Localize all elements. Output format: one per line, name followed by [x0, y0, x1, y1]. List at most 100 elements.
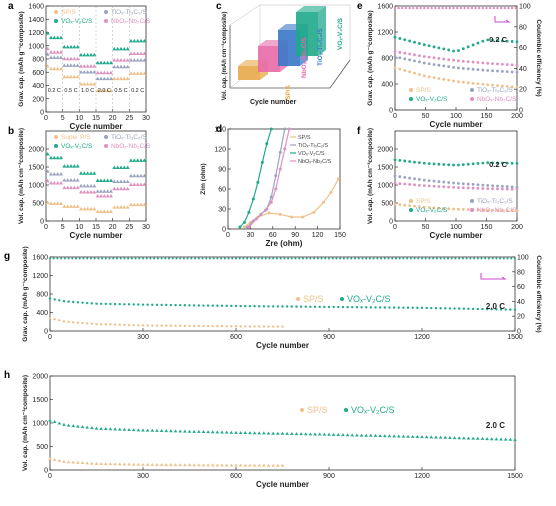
data-point — [398, 56, 402, 60]
data-point — [215, 430, 220, 434]
y-tick-label: 90 — [218, 167, 226, 174]
data-point — [105, 76, 110, 81]
ce-point — [409, 257, 412, 260]
data-point — [267, 211, 271, 215]
data-point — [67, 320, 70, 324]
data-point — [491, 208, 494, 212]
data-point — [146, 324, 149, 327]
data-point — [466, 67, 470, 71]
bar3d-bar — [296, 12, 318, 56]
legend-entry: VOₓ-V₂C/S — [298, 151, 325, 157]
data-point — [62, 56, 67, 61]
data-point — [45, 200, 50, 204]
y-tick-label: 400 — [36, 310, 48, 317]
data-point — [415, 434, 420, 438]
data-point — [72, 321, 75, 324]
y2-tick-label: 0 — [517, 329, 521, 336]
x-axis-label: Cycle number — [70, 231, 123, 240]
data-point — [86, 301, 89, 305]
data-point — [112, 205, 117, 209]
data-point — [112, 76, 117, 81]
data-point — [278, 150, 282, 154]
data-point — [500, 209, 504, 212]
data-point — [256, 180, 260, 184]
ce-point — [56, 257, 59, 260]
data-point — [94, 426, 99, 430]
rate-label: 1.0 C — [81, 88, 94, 94]
legend-entry: TiOₓ-Ti₃C₂/S — [111, 134, 147, 141]
data-point — [104, 302, 108, 306]
ce-point — [134, 257, 137, 260]
data-point — [317, 432, 322, 436]
y-tick-label: 1000 — [28, 183, 44, 190]
data-point — [55, 66, 60, 71]
data-point — [276, 431, 280, 435]
data-point — [485, 307, 489, 311]
data-point — [76, 301, 80, 304]
data-point — [112, 58, 117, 62]
data-point — [345, 433, 350, 437]
data-point — [276, 463, 280, 467]
data-point — [500, 84, 504, 88]
data-point — [62, 164, 67, 168]
ce-point — [393, 6, 397, 10]
data-point — [82, 81, 87, 86]
x-tick-label: 0 — [44, 115, 48, 122]
data-point — [57, 458, 62, 462]
data-point — [90, 322, 94, 325]
data-point — [45, 152, 50, 156]
data-point — [62, 44, 67, 49]
y-tick-label: 0 — [389, 219, 393, 226]
ce-point — [350, 257, 353, 260]
ce-point — [138, 257, 141, 260]
data-point — [238, 463, 243, 467]
ce-point — [437, 6, 441, 10]
data-point — [109, 88, 113, 93]
data-point — [476, 68, 480, 72]
data-point — [66, 460, 71, 464]
data-point — [85, 425, 89, 429]
legend-marker — [104, 144, 108, 148]
data-point — [239, 325, 242, 328]
data-point — [504, 308, 507, 311]
data-point — [109, 178, 113, 182]
data-point — [244, 304, 247, 308]
ce-point — [142, 257, 144, 260]
data-point — [496, 39, 499, 42]
data-point — [457, 80, 460, 84]
ce-point — [372, 257, 375, 260]
data-point — [76, 424, 80, 428]
legend-marker — [104, 10, 108, 14]
data-point — [427, 55, 431, 59]
y2-tick-label: 60 — [519, 45, 527, 52]
data-point — [243, 463, 248, 467]
data-point — [299, 432, 303, 436]
ce-point — [488, 6, 492, 10]
ce-point — [342, 257, 345, 260]
data-point — [197, 324, 200, 328]
data-point — [59, 201, 63, 206]
data-point — [438, 435, 443, 439]
data-point — [476, 186, 480, 190]
data-point — [92, 206, 97, 211]
data-point — [125, 58, 130, 62]
y2-tick-label: 40 — [517, 299, 525, 306]
ce-point — [153, 257, 156, 260]
data-point — [398, 158, 402, 162]
data-point — [62, 204, 67, 208]
data-point — [62, 299, 66, 303]
data-point — [434, 435, 438, 439]
data-point — [448, 435, 452, 439]
data-point — [82, 190, 87, 194]
ce-point — [491, 257, 494, 260]
ce-point — [469, 257, 472, 260]
data-point — [266, 463, 271, 467]
data-point — [129, 58, 133, 62]
ce-point — [502, 257, 505, 260]
ce-point — [380, 257, 383, 260]
ce-point — [514, 257, 516, 260]
data-point — [95, 76, 100, 81]
data-point — [515, 40, 519, 44]
data-point — [52, 50, 57, 54]
legend-entry: TiOₓ-Ti₃C₂/S — [111, 9, 147, 16]
